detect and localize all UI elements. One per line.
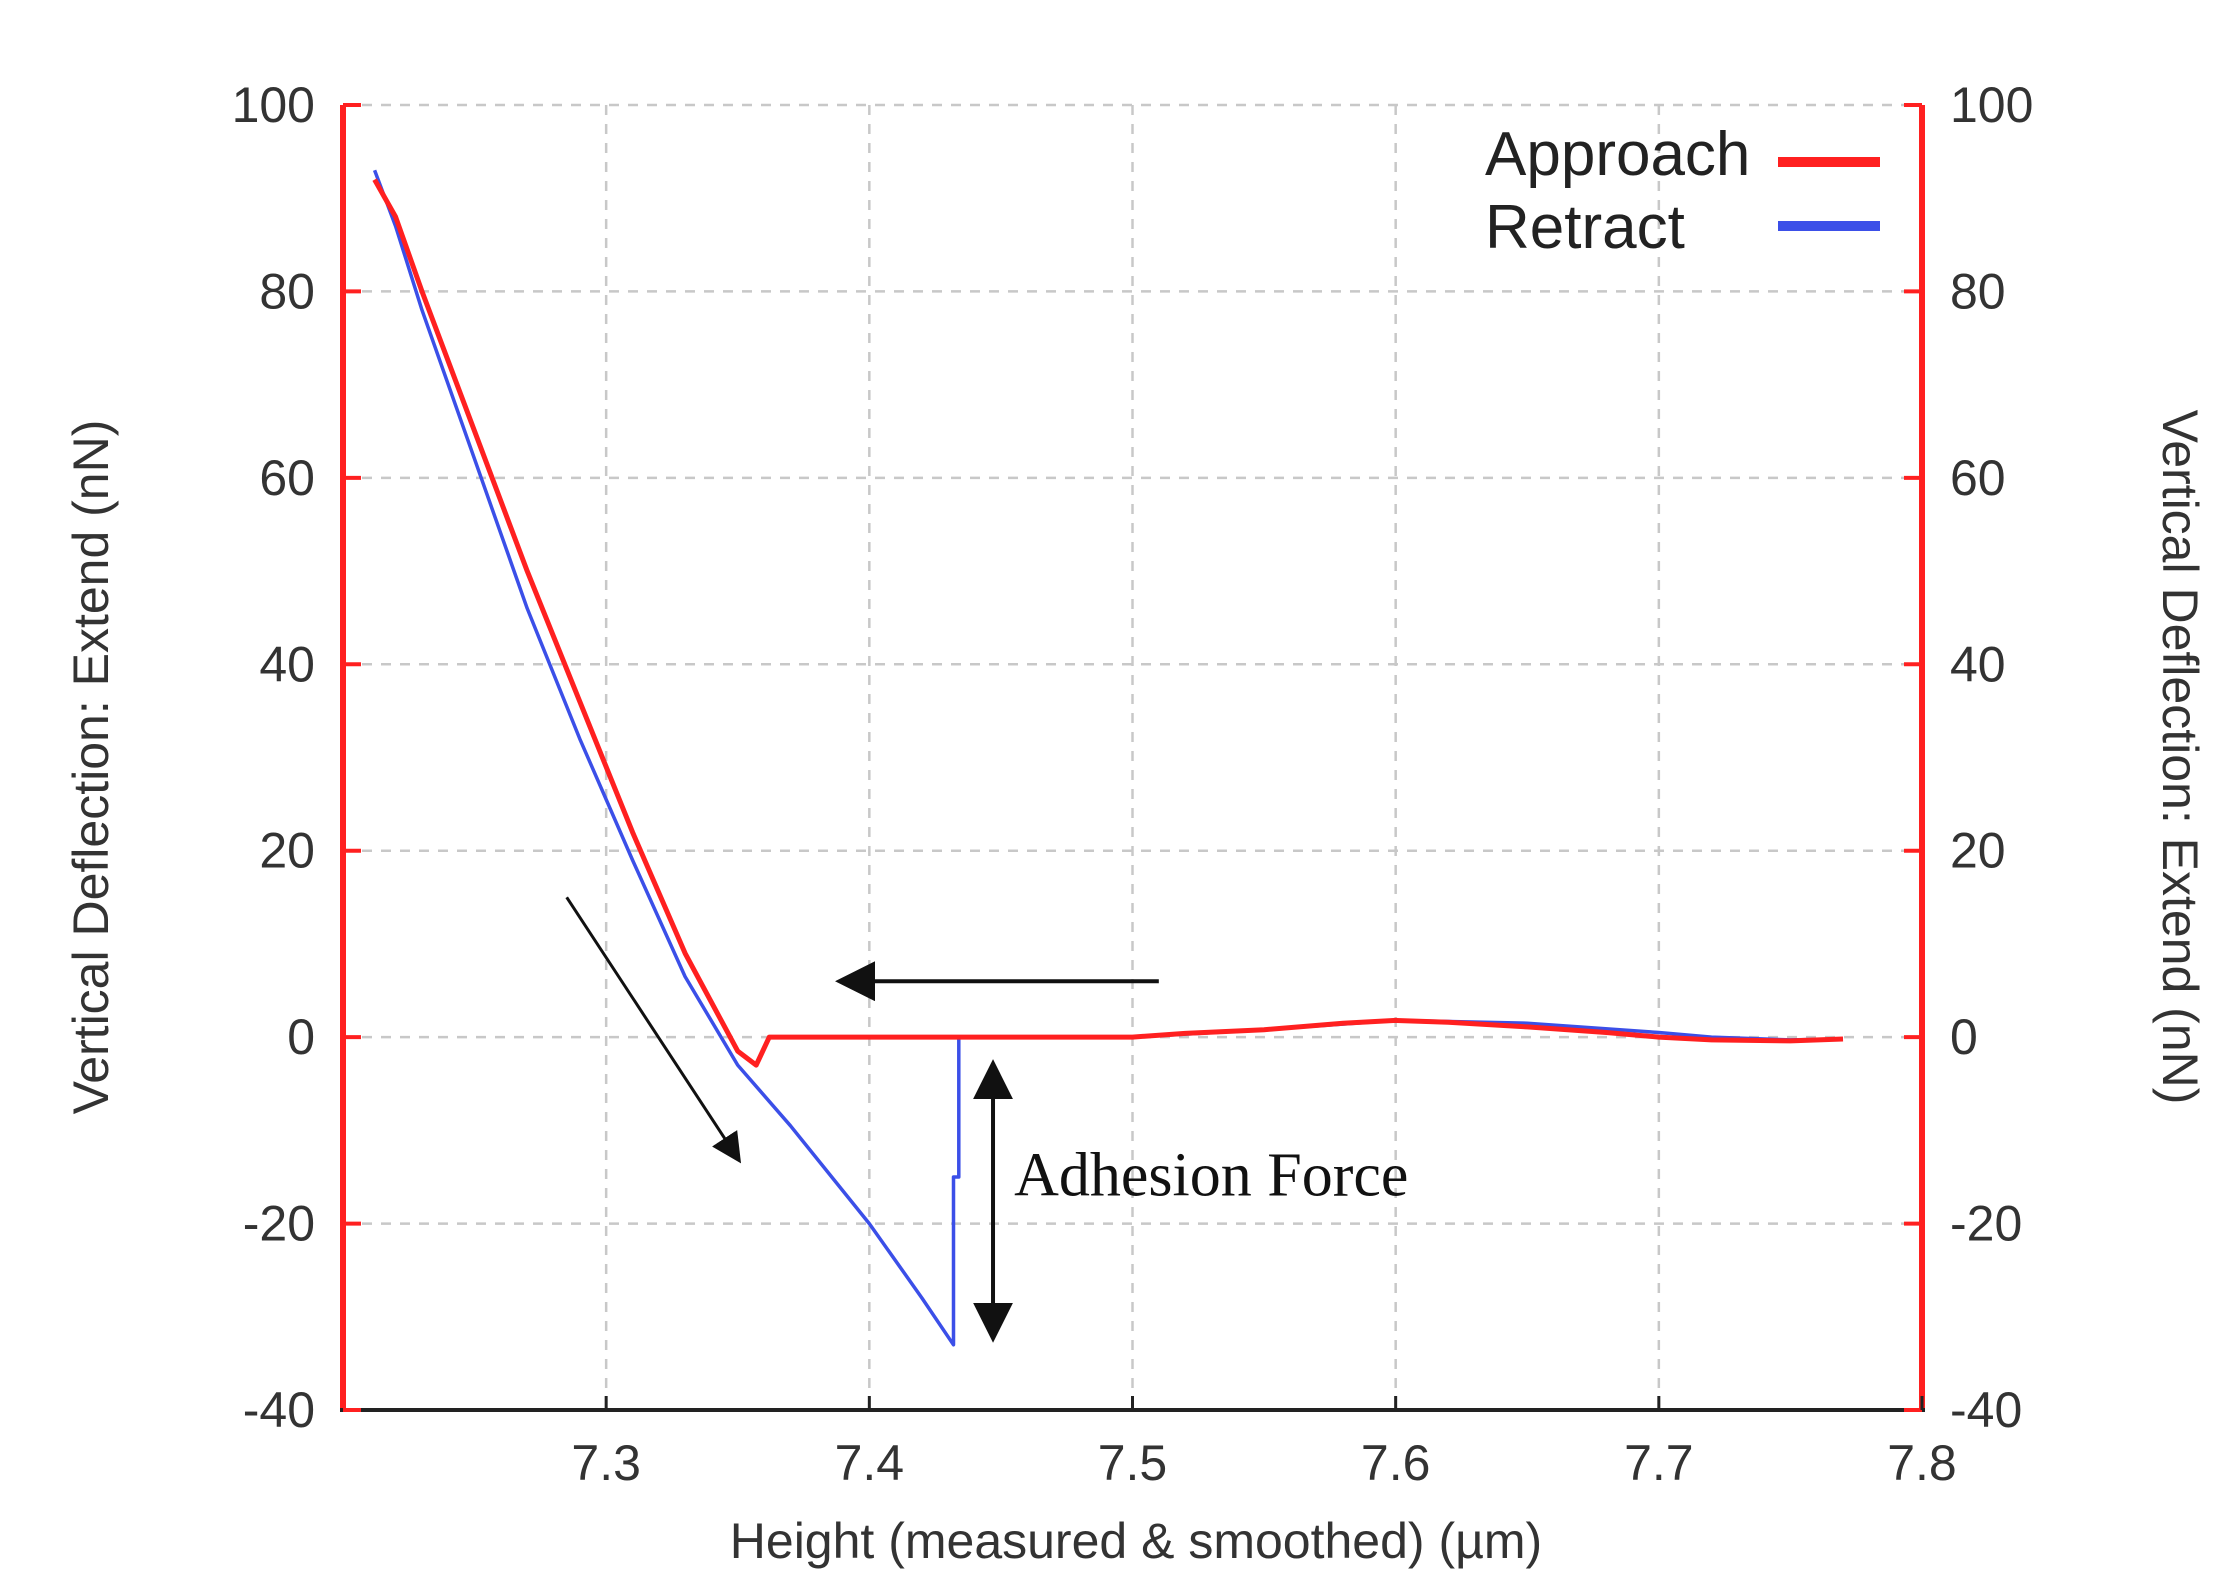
x-tick-label: 7.3 bbox=[571, 1435, 641, 1491]
arrow-retract-direction bbox=[565, 896, 742, 1164]
y-tick-label-left: -40 bbox=[243, 1382, 315, 1438]
y-tick-label-left: 0 bbox=[287, 1009, 315, 1065]
legend: Approach Retract bbox=[1485, 120, 1880, 262]
y-tick-label-left: -20 bbox=[243, 1196, 315, 1252]
series-line-approach bbox=[372, 178, 1844, 1068]
y-tick-label-right: 80 bbox=[1950, 263, 2006, 319]
series-lines bbox=[372, 169, 1844, 1347]
y-tick-label-right: 0 bbox=[1950, 1009, 1978, 1065]
y-tick-label-right: 60 bbox=[1950, 450, 2006, 506]
y-tick-label-right: 100 bbox=[1950, 77, 2033, 133]
y-tick-label-left: 100 bbox=[232, 77, 315, 133]
y-tick-label-right: 40 bbox=[1950, 636, 2006, 692]
y-axis-title-left: Vertical Deflection: Extend (nN) bbox=[63, 420, 119, 1115]
x-axis-title: Height (measured & smoothed) (µm) bbox=[730, 1513, 1542, 1569]
y-tick-label-right: 20 bbox=[1950, 823, 2006, 879]
y-tick-label-right: -40 bbox=[1950, 1382, 2022, 1438]
axes bbox=[340, 103, 1925, 1412]
y-tick-label-left: 40 bbox=[259, 636, 315, 692]
grid bbox=[343, 103, 1922, 1410]
y-tick-label-right: -20 bbox=[1950, 1196, 2022, 1252]
x-tick-label: 7.6 bbox=[1361, 1435, 1431, 1491]
legend-label-retract: Retract bbox=[1485, 193, 1685, 262]
adhesion-force-label: Adhesion Force bbox=[1014, 1142, 1408, 1210]
x-tick-label: 7.5 bbox=[1098, 1435, 1168, 1491]
y-tick-label-left: 60 bbox=[259, 450, 315, 506]
y-tick-label-left: 20 bbox=[259, 823, 315, 879]
x-tick-label: 7.8 bbox=[1887, 1435, 1957, 1491]
series-line-retract bbox=[372, 169, 1844, 1347]
tick-labels: -40 -40 -20 -20 0 0 20 20 40 40 60 60 80 80 100 100 7.3 7… bbox=[232, 77, 2034, 1491]
x-tick-label: 7.7 bbox=[1624, 1435, 1694, 1491]
legend-label-approach: Approach bbox=[1485, 120, 1750, 189]
y-axis-title-right: Vertical Deflection: Extend (nN) bbox=[2152, 410, 2208, 1105]
y-tick-label-left: 80 bbox=[259, 263, 315, 319]
annotations bbox=[565, 896, 1159, 1343]
x-tick-label: 7.4 bbox=[835, 1435, 905, 1491]
